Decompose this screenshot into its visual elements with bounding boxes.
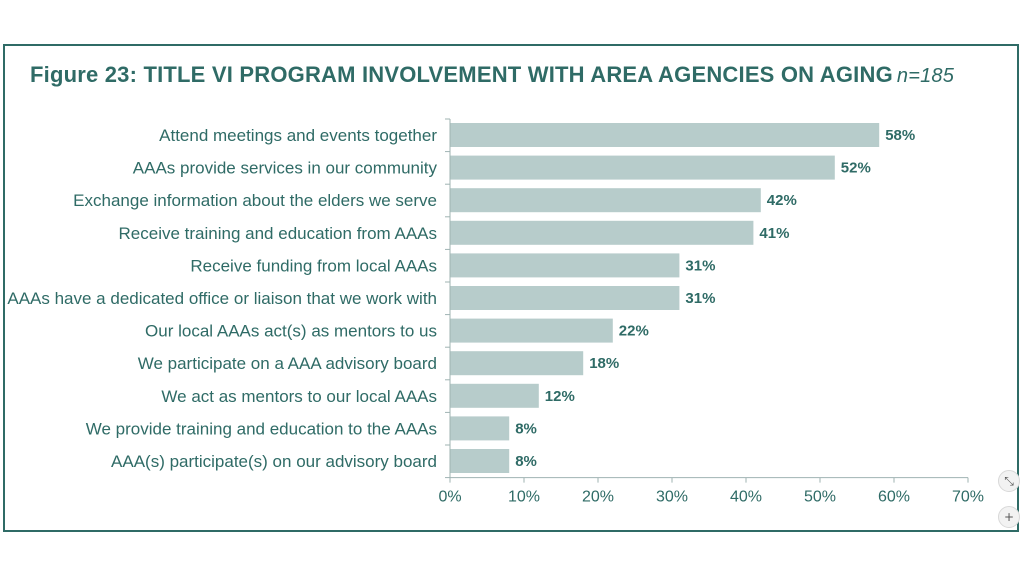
x-axis: 0% 10% 20% 30% 40% 50% 60% 70%: [438, 118, 984, 506]
x-tick-label: 60%: [878, 489, 910, 506]
x-tick-label: 50%: [804, 489, 836, 506]
category-label: Attend meetings and events together: [159, 126, 437, 145]
category-label: AAA(s) participate(s) on our advisory bo…: [111, 452, 437, 471]
category-label: We act as mentors to our local AAAs: [161, 387, 437, 406]
bar: [450, 220, 754, 245]
category-label: AAAs provide services in our community: [133, 159, 438, 178]
chart-title-text: Figure 23: TITLE VI PROGRAM INVOLVEMENT …: [30, 62, 893, 87]
value-label: 52%: [841, 160, 871, 177]
category-label: Receive training and education from AAAs: [119, 224, 437, 243]
bar: [450, 318, 613, 343]
fit-screen-button[interactable]: ⤡: [998, 470, 1020, 492]
category-label: Receive funding from local AAAs: [190, 256, 437, 275]
sample-size: n=185: [896, 65, 955, 87]
value-label: 31%: [685, 257, 715, 274]
zoom-in-button[interactable]: +: [998, 506, 1020, 528]
category-label: AAAs have a dedicated office or liaison …: [7, 289, 437, 308]
bar: [450, 123, 880, 147]
value-label: 22%: [619, 323, 649, 340]
x-tick-label: 30%: [656, 489, 688, 506]
category-label: We provide training and education to the…: [86, 419, 437, 438]
x-tick-label: 10%: [508, 489, 540, 506]
chart-title: Figure 23: TITLE VI PROGRAM INVOLVEMENT …: [30, 62, 954, 88]
x-tick-label: 0%: [438, 489, 461, 506]
category-labels: Attend meetings and events together AAAs …: [7, 126, 437, 471]
category-label: Exchange information about the elders we…: [73, 191, 437, 210]
x-tick-label: 40%: [730, 489, 762, 506]
value-label: 12%: [545, 388, 575, 405]
bar: [450, 253, 680, 278]
value-label: 31%: [685, 290, 715, 307]
fit-screen-icon: ⤡: [1004, 474, 1014, 488]
bar: [450, 449, 510, 473]
x-tick-label: 70%: [952, 489, 984, 506]
bar: [450, 383, 539, 408]
value-label: 41%: [759, 225, 789, 242]
value-label: 58%: [885, 127, 915, 144]
value-label: 8%: [515, 420, 537, 437]
zoom-in-icon: +: [1003, 510, 1015, 524]
value-label: 8%: [515, 453, 537, 470]
bar: [450, 155, 835, 180]
bar: [450, 188, 761, 213]
x-tick-label: 20%: [582, 489, 614, 506]
category-label: Our local AAAs act(s) as mentors to us: [145, 322, 437, 341]
bar: [450, 351, 584, 376]
value-label: 42%: [767, 192, 797, 209]
value-label: 18%: [589, 355, 619, 372]
category-label: We participate on a AAA advisory board: [138, 354, 437, 373]
bar: [450, 416, 510, 441]
bar: [450, 286, 680, 310]
value-labels: 58% 52% 42% 41% 31% 31% 22%18% 12% 8% 8%: [515, 127, 915, 470]
bars-group: [450, 123, 880, 473]
